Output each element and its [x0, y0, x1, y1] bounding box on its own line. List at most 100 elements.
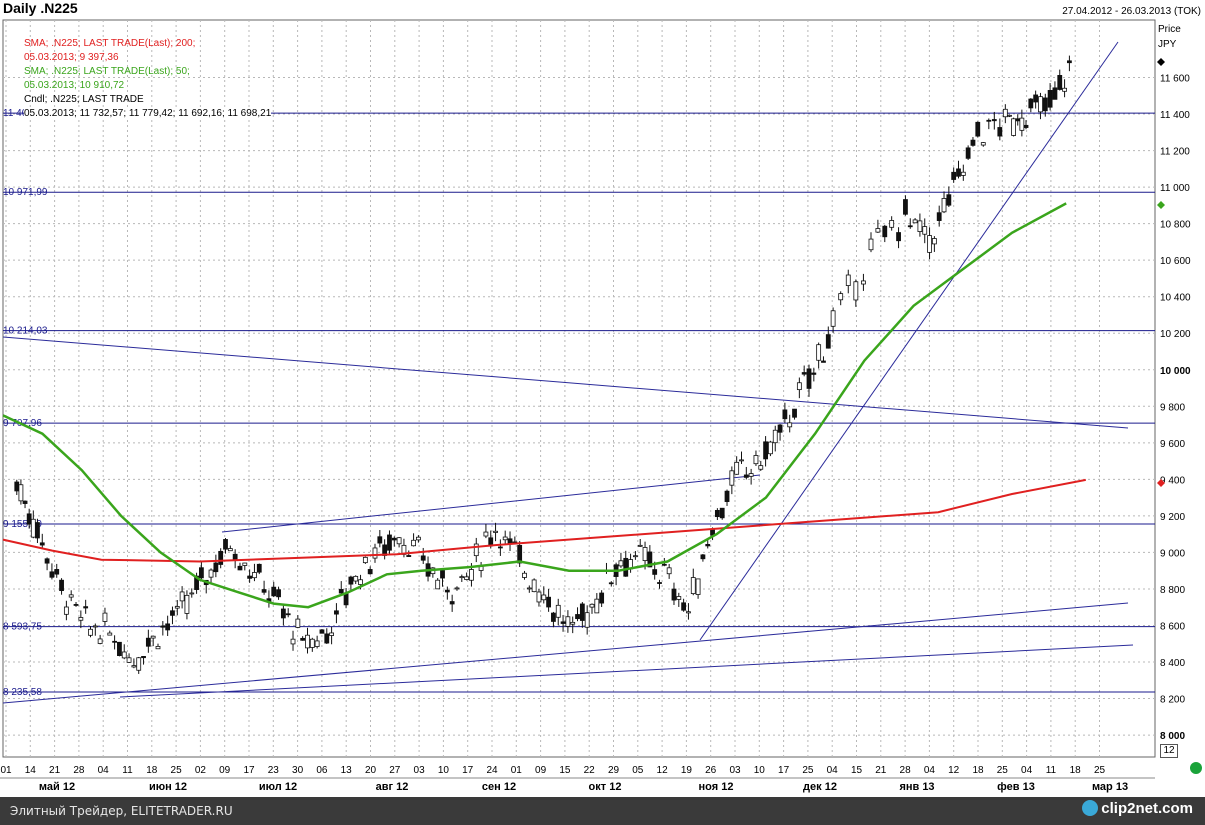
candle-body: [825, 334, 831, 349]
candle-body: [324, 633, 330, 644]
candle-body: [1067, 60, 1072, 64]
x-day-label: 17: [462, 765, 474, 776]
x-day-label: 14: [25, 765, 37, 776]
candle-body: [965, 147, 971, 159]
x-day-label: 24: [486, 765, 498, 776]
candle-body: [546, 596, 551, 608]
candle-body: [367, 569, 373, 575]
candle-body: [700, 554, 706, 560]
candle-body: [536, 591, 542, 603]
x-day-label: 01: [511, 765, 523, 776]
y-tick-label: 10 000: [1160, 366, 1191, 377]
candle-body: [541, 594, 547, 601]
level-label: 9 155,69: [3, 519, 42, 530]
candle-body: [295, 618, 301, 628]
candle-body: [1038, 96, 1043, 113]
candle-body: [686, 611, 691, 614]
y-tick-label: 9 000: [1160, 548, 1185, 559]
candle-body: [903, 199, 908, 215]
candle-body: [353, 575, 359, 582]
status-dot-icon[interactable]: [1190, 762, 1202, 774]
trend-line: [2, 602, 1129, 704]
candle-body: [444, 589, 450, 593]
candle-body: [551, 612, 556, 622]
candle-body: [946, 194, 952, 206]
candle-body: [1033, 94, 1039, 103]
legend-sma200-name: SMA; .N225; LAST TRADE(Last); 200;: [24, 38, 196, 49]
candle-body: [44, 558, 50, 564]
legend: SMA; .N225; LAST TRADE(Last); 200; 05.03…: [24, 37, 195, 107]
candle-body: [14, 481, 20, 492]
candle-body: [223, 539, 228, 550]
x-month-label: июл 12: [259, 781, 297, 793]
period-box[interactable]: 12: [1160, 744, 1178, 758]
candle-body: [387, 534, 392, 551]
y-tick-label: 10 200: [1160, 329, 1191, 340]
candle-body: [676, 596, 682, 600]
candle-body: [232, 553, 238, 561]
candle-body: [63, 606, 69, 615]
candle-body: [454, 587, 460, 590]
x-month-label: окт 12: [589, 781, 622, 793]
candle-body: [252, 572, 257, 579]
candle-body: [975, 121, 981, 137]
candle-body: [227, 548, 233, 552]
candle-body: [285, 613, 291, 616]
level-label: 11 405: [3, 108, 33, 119]
candle-body: [729, 470, 735, 486]
candle-body: [473, 543, 479, 557]
candle-body: [1042, 97, 1048, 112]
trend-lines: [2, 41, 1134, 704]
y-tick-label: 8 200: [1160, 695, 1185, 706]
candle-body: [623, 557, 629, 577]
candle-body: [777, 424, 783, 433]
candle-body: [875, 228, 881, 233]
y-tick-label: 8 400: [1160, 658, 1185, 669]
candle-body: [801, 372, 807, 375]
candle-body: [377, 536, 383, 544]
candle-body: [469, 569, 474, 581]
x-day-label: 10: [754, 765, 766, 776]
chart-title: Daily .N225: [3, 0, 78, 16]
candle-body: [956, 168, 961, 177]
candle-body: [165, 623, 171, 631]
x-day-label: 02: [195, 765, 207, 776]
candlesticks: [14, 55, 1072, 674]
candle-body: [189, 592, 195, 595]
candle-body: [931, 238, 937, 245]
candle-body: [372, 547, 378, 559]
y-tick-label: 11 400: [1160, 110, 1190, 121]
candle-body: [449, 601, 455, 605]
candle-body: [343, 593, 349, 606]
candle-body: [1002, 108, 1008, 118]
candle-body: [35, 522, 40, 539]
price-axis: 11 600 11 400 11 200 11 000 10 800 10 600 10 4…: [1157, 58, 1191, 742]
legend-sma200-value: 05.03.2013; 9 397,36: [24, 52, 119, 63]
candle-body: [54, 569, 60, 575]
candle-body: [464, 576, 470, 580]
candle-body: [599, 592, 605, 604]
candle-body: [618, 560, 624, 567]
candle-body: [160, 625, 166, 628]
candle-body: [642, 547, 648, 562]
trend-line: [221, 474, 761, 533]
x-day-label: 11: [1046, 765, 1057, 776]
x-day-label: 13: [341, 765, 353, 776]
x-day-label: 04: [1021, 765, 1033, 776]
candle-body: [821, 360, 826, 363]
legend-sma50-name: SMA; .N225; LAST TRADE(Last); 50;: [24, 66, 190, 77]
x-month-label: май 12: [39, 781, 75, 793]
candle-body: [1028, 98, 1034, 109]
moving-averages: [2, 202, 1086, 609]
x-day-label: 03: [414, 765, 426, 776]
x-day-label: 10: [438, 765, 450, 776]
candle-body: [358, 579, 363, 585]
candle-body: [59, 579, 64, 591]
candle-body: [661, 563, 667, 566]
candle-body: [208, 569, 214, 578]
y-tick-label: 11 000: [1160, 183, 1190, 194]
candle-body: [882, 225, 888, 238]
candle-body: [329, 632, 335, 636]
date-axis: 01 14 21 28 04 11 18 25 02 09 17 23 30 06 13 20 27 03 10 17…: [0, 765, 1155, 793]
y-tick-label: 10 400: [1160, 293, 1191, 304]
